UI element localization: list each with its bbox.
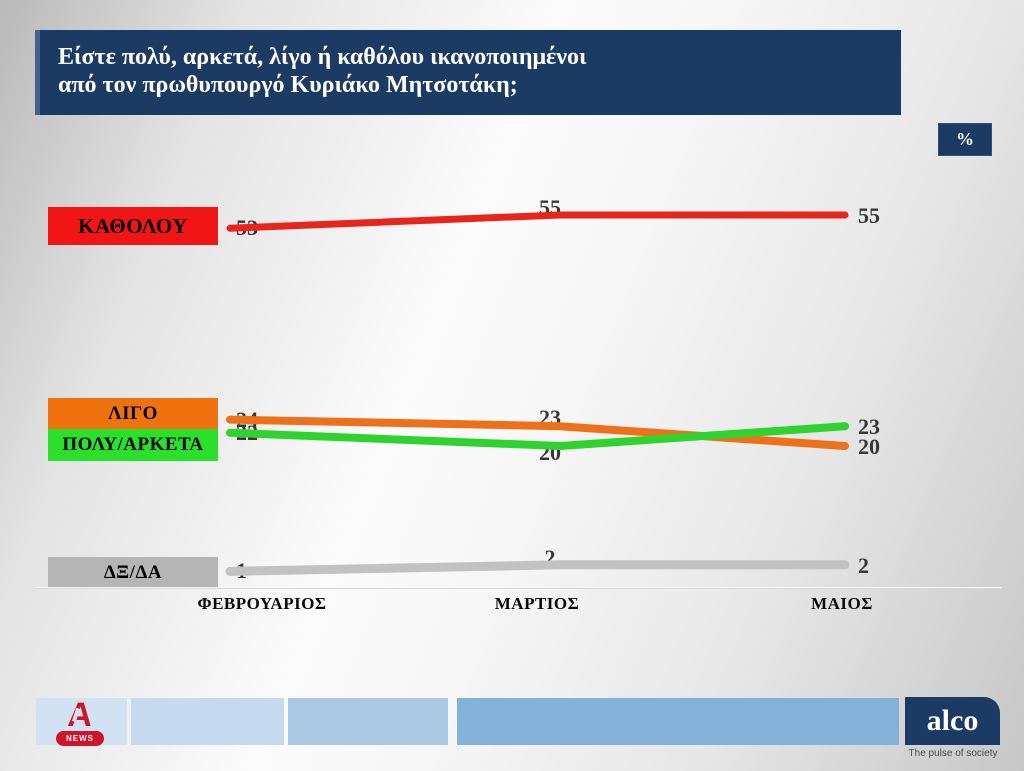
alco-tagline: The pulse of society [908,748,998,759]
alpha-news-badge: NEWS [56,731,104,746]
footer-tile-4 [457,698,899,745]
data-label: 22 [236,419,258,445]
data-label: 53 [236,215,258,241]
alco-logo: alco [905,697,1000,745]
trend-line-3 [226,422,849,450]
data-label: 1 [236,558,247,584]
footer-tile-2 [131,698,284,745]
data-label: 23 [539,405,561,431]
alpha-news-logo: A NEWS [56,696,104,746]
percent-unit-badge: % [938,123,992,156]
data-label: 20 [858,434,880,459]
alpha-logo-letter: A [66,696,94,734]
legend-box-3: ΠΟΛΥ/ΑΡΚΕΤΑ [48,429,218,461]
data-label: 23 [858,414,880,440]
trend-line-1 [226,211,849,232]
footer-tile-3 [288,698,448,745]
data-label: 20 [539,440,561,465]
question-title-line1: Είστε πολύ, αρκετά, λίγο ή καθόλου ικανο… [58,44,587,70]
x-axis-line [36,587,1002,589]
legend-box-2: ΛΙΓΟ [48,398,218,429]
legend-box-4: ΔΞ/ΔΑ [48,557,218,589]
legend-box-1: ΚΑΘΟΛΟΥ [48,207,218,245]
month-label-2: ΜΑΡΤΙΟΣ [494,594,580,613]
data-label: 55 [539,195,561,220]
data-label: 55 [858,203,880,228]
data-label: 2 [544,544,556,570]
trend-line-4 [225,560,850,576]
question-title-line2: από τον πρωθυπουργό Κυριάκο Μητσοτάκη; [58,72,518,98]
month-label-1: ΦΕΒΡΟΥΑΡΙΟΣ [197,594,327,613]
question-title-bar: Είστε πολύ, αρκετά, λίγο ή καθόλου ικανο… [35,30,901,115]
trend-line-2 [226,415,849,450]
data-label: 2 [858,552,869,578]
month-label-3: ΜΑΙΟΣ [811,594,873,613]
